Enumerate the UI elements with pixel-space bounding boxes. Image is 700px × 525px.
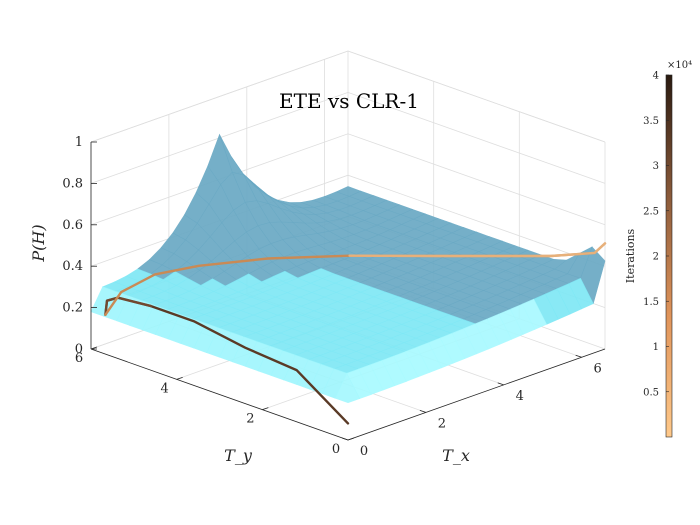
y-tick-label: 6 [75,351,83,366]
x-tick-label: 0 [360,444,368,459]
z-tick-label: 0.6 [62,218,83,233]
z-tick-label: 1 [75,135,83,150]
colorbar-tick-label: 0.5 [643,387,659,398]
colorbar-tick-label: 2 [653,252,659,263]
x-axis-label: T_x [442,446,470,465]
chart-title: ETE vs CLR-1 [279,89,419,113]
colorbar-ticks: 0.5 1 1.5 2 2.5 3 3.5 4 [643,71,669,398]
y-tick-label: 2 [246,412,254,427]
z-tick-label: 0 [75,342,83,357]
z-tick-label: 0.2 [62,301,83,316]
colorbar-tick-label: 2.5 [643,206,659,217]
colorbar-tick-label: 1 [653,342,659,353]
y-axis-label: T_y [224,446,253,465]
colorbar-tick-label: 4 [653,71,659,82]
z-tick-label: 0.4 [62,259,83,274]
x-tick-label: 6 [593,361,601,376]
colorbar: ×10⁴ Iterations 0.5 1 1.5 2 2.5 3 3.5 4 [624,60,692,438]
colorbar-exponent: ×10⁴ [667,60,692,71]
colorbar-tick-label: 1.5 [643,297,659,308]
y-tick-label: 0 [332,442,340,457]
x-tick-label: 4 [516,389,524,404]
colorbar-label: Iterations [624,228,637,283]
x-tick-label: 2 [438,416,446,431]
colorbar-tick-label: 3.5 [643,116,659,127]
y-tick-label: 4 [161,381,169,396]
z-tick-label: 0.8 [62,176,83,191]
surface [90,133,606,404]
z-axis-label: P(H) [29,224,48,262]
colorbar-tick-label: 3 [653,161,659,172]
trajectory-lines [104,242,607,425]
